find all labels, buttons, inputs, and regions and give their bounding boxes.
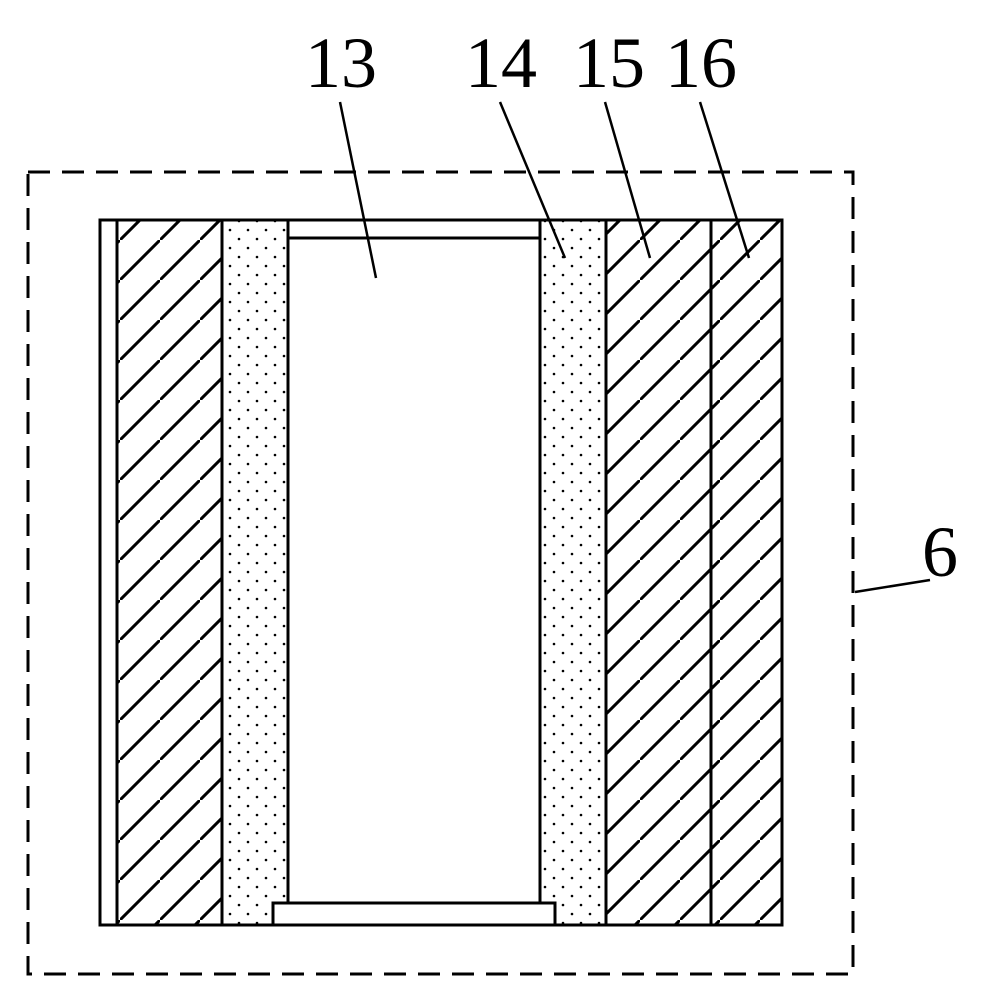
leader-6 [855,580,930,592]
layer-13-cavity [288,220,540,925]
label-6: 6 [922,511,958,594]
layer-15-left [117,220,222,925]
label-15: 15 [573,22,645,105]
cavity-top-lip [288,220,540,238]
label-16: 16 [665,22,737,105]
cavity-bottom-plate [273,903,555,925]
label-13: 13 [305,22,377,105]
layer-15-right [606,220,711,925]
layer-16-right [711,220,782,925]
layer-14-right [540,220,606,925]
label-14: 14 [465,22,537,105]
shell-gap-right [100,220,117,925]
diagram-container [0,0,982,1000]
cross-section-svg [0,0,982,1000]
layer-14-left [222,220,288,925]
